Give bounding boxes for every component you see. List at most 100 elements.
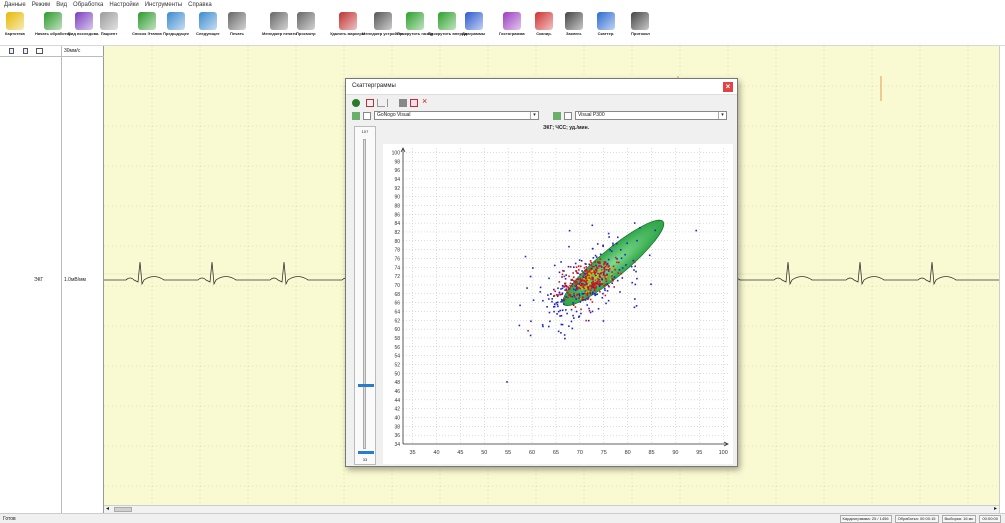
toolbar-button-11[interactable]: Менеджер устройств [362, 12, 404, 36]
scatter-plot-area[interactable]: 35 40 45 50 55 60 65 70 75 80 85 90 95 100 34 36 38 40 42 4… [383, 144, 733, 464]
preview-icon [296, 12, 315, 30]
toolbar-button-1[interactable]: Начать обработку [35, 12, 71, 36]
slider-thumb[interactable] [358, 383, 374, 387]
export-icon[interactable] [410, 99, 418, 107]
x-tick-label: 70 [577, 450, 583, 456]
scatter-point [599, 258, 602, 260]
close-icon[interactable]: × [723, 82, 733, 92]
toolbar-button-16[interactable]: Сканир. [535, 12, 553, 36]
scatter-point [578, 269, 580, 271]
scatter-point [607, 270, 610, 272]
menu-item-2[interactable]: Вид [56, 2, 68, 8]
scatter-point [578, 259, 581, 261]
scatter-point [603, 268, 606, 270]
toolbar-button-10[interactable]: Удалить маркеры [330, 12, 365, 36]
scroll-right-icon[interactable]: ▸ [993, 506, 997, 512]
scatter-point [549, 320, 551, 323]
toolbar-button-label: Картотека [5, 31, 25, 36]
remove-channel-icon[interactable] [23, 48, 28, 54]
toolbar-button-14[interactable]: Диаграммы [462, 12, 485, 36]
toolbar-button-3[interactable]: Пациент [100, 12, 118, 36]
scrollbar-thumb[interactable] [114, 507, 132, 512]
toolbar-button-9[interactable]: Просмотр [296, 12, 316, 36]
scatter-point [589, 267, 591, 270]
vertical-scrollbar[interactable] [999, 46, 1005, 513]
scatter-point [587, 297, 590, 299]
left-source-select[interactable]: GoNogo Visual ▾ [374, 111, 539, 120]
channel-left-icon[interactable] [352, 112, 360, 120]
menu-item-6[interactable]: Справка [188, 2, 212, 8]
scatter-point [551, 298, 554, 300]
slider-bottom-thumb[interactable] [358, 451, 374, 454]
grid-icon[interactable] [366, 99, 374, 107]
toolbar-button-17[interactable]: Заключ. [565, 12, 583, 36]
scatter-point [606, 262, 609, 265]
scatter-point [592, 257, 595, 259]
toolbar-button-0[interactable]: Картотека [5, 12, 25, 36]
slider-track[interactable] [363, 139, 366, 449]
toolbar-button-label: Менеджер устройств [362, 31, 404, 36]
settings-icon[interactable] [352, 99, 360, 107]
scatter-point [595, 264, 597, 267]
scatter-point [578, 283, 581, 285]
status-bar: Готов Кардиограмма: 25 / 1456 Обработка: … [0, 513, 1005, 523]
slider-bottom-value: 33 [362, 457, 368, 462]
menu-item-1[interactable]: Режим [31, 2, 51, 8]
toolbar-button-13[interactable]: Прокрутить вперед [428, 12, 467, 36]
scatter-point [594, 261, 596, 264]
scatter-point [620, 257, 623, 259]
toolbar-button-5[interactable]: Предыдущее [163, 12, 189, 36]
horizontal-scrollbar[interactable]: ◂ ▸ [104, 505, 999, 513]
axis-x-icon[interactable] [377, 99, 385, 107]
scatter-point [559, 315, 561, 317]
toolbar-button-6[interactable]: Следующее [196, 12, 220, 36]
toolbar-button-15[interactable]: Гистограмма [499, 12, 525, 36]
y-tick-label: 70 [394, 283, 400, 289]
menu-item-3[interactable]: Обработка [73, 2, 104, 8]
scan-icon [535, 12, 553, 30]
clear-icon[interactable]: × [422, 96, 428, 106]
scatter-point [619, 248, 622, 251]
toolbar-button-2[interactable]: Вид исследова. [68, 12, 99, 36]
scatter-point [532, 299, 535, 301]
toolbar-button-4[interactable]: Список Этапов [132, 12, 162, 36]
x-axis-arrow [723, 441, 729, 447]
toolbar-button-label: Менеджер печати [262, 31, 297, 36]
print-icon[interactable] [399, 99, 407, 107]
dialog-title-bar[interactable]: Скаттерграммы × [346, 79, 737, 95]
x-tick-label: 40 [433, 450, 439, 456]
axis-y-icon[interactable] [387, 99, 395, 107]
menu-item-5[interactable]: Инструменты [144, 2, 183, 8]
channel-settings-icon[interactable] [36, 48, 43, 54]
toolbar-button-7[interactable]: Печать [228, 12, 246, 36]
scatter-point [571, 295, 574, 298]
toolbar-button-18[interactable]: Скаттер. [597, 12, 615, 36]
metric-right-icon[interactable] [564, 112, 572, 120]
toolbar-button-8[interactable]: Менеджер печати [262, 12, 297, 36]
scroll-left-icon[interactable]: ◂ [106, 506, 110, 512]
y-tick-label: 50 [394, 371, 400, 377]
metric-left-icon[interactable] [363, 112, 371, 120]
scatter-point [574, 284, 576, 287]
scatter-point [594, 294, 596, 297]
range-slider[interactable]: 107 33 [354, 126, 376, 465]
scatter-point [585, 286, 587, 289]
scatter-point [585, 319, 587, 322]
scatter-point [585, 282, 588, 284]
toolbar-button-label: Гистограмма [499, 31, 525, 36]
channel-right-icon[interactable] [553, 112, 561, 120]
add-channel-icon[interactable] [9, 48, 14, 54]
protocol-icon [631, 12, 650, 30]
scatter-point [589, 285, 591, 287]
scatter-point [582, 285, 585, 288]
right-source-select[interactable]: Visual P300 ▾ [575, 111, 727, 120]
toolbar-button-19[interactable]: Протокол [631, 12, 650, 36]
chevron-down-icon: ▾ [530, 112, 538, 119]
scatter-point [603, 287, 606, 290]
scatter-point [586, 298, 588, 300]
scatter-point [582, 276, 585, 278]
toolbar-button-12[interactable]: Прокрутить назад [397, 12, 433, 36]
menu-item-0[interactable]: Данные [4, 2, 26, 8]
scatter-point [571, 327, 574, 330]
menu-item-4[interactable]: Настройки [109, 2, 139, 8]
